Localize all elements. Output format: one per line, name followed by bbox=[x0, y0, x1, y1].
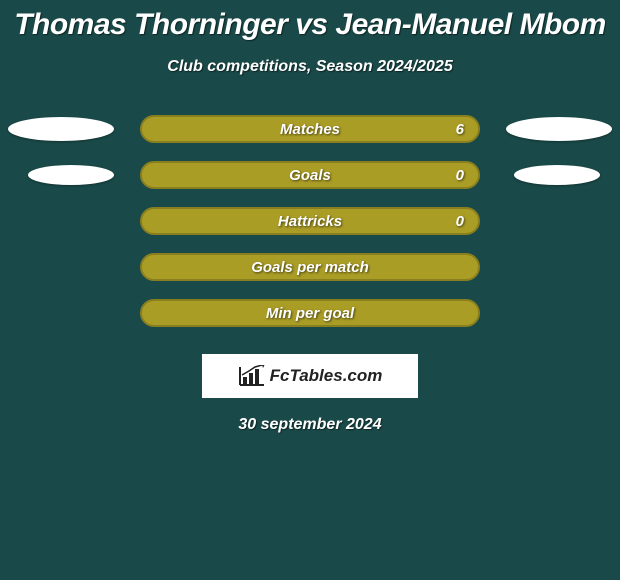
stat-row: Matches 6 bbox=[0, 106, 620, 152]
comparison-card: Thomas Thorninger vs Jean-Manuel Mbom Cl… bbox=[0, 0, 620, 580]
stat-value: 0 bbox=[456, 213, 464, 230]
player-left-ellipse bbox=[8, 117, 114, 141]
stat-row: Min per goal bbox=[0, 290, 620, 336]
stat-bar: Matches 6 bbox=[140, 115, 480, 143]
stat-label: Goals bbox=[289, 167, 331, 184]
stat-row: Hattricks 0 bbox=[0, 198, 620, 244]
stats-bars: Matches 6 Goals 0 Hattricks 0 Goals per match M… bbox=[0, 106, 620, 336]
stat-value: 6 bbox=[456, 121, 464, 138]
player-left-ellipse bbox=[28, 165, 114, 185]
stat-bar: Goals 0 bbox=[140, 161, 480, 189]
logo-box: FcTables.com bbox=[202, 354, 418, 398]
stat-row: Goals per match bbox=[0, 244, 620, 290]
fctables-chart-icon bbox=[238, 365, 266, 387]
stat-label: Min per goal bbox=[266, 305, 354, 322]
date-text: 30 september 2024 bbox=[0, 416, 620, 434]
subtitle: Club competitions, Season 2024/2025 bbox=[0, 58, 620, 76]
stat-bar: Goals per match bbox=[140, 253, 480, 281]
player-right-ellipse bbox=[514, 165, 600, 185]
stat-bar: Hattricks 0 bbox=[140, 207, 480, 235]
page-title: Thomas Thorninger vs Jean-Manuel Mbom bbox=[0, 0, 620, 42]
player-right-ellipse bbox=[506, 117, 612, 141]
stat-label: Hattricks bbox=[278, 213, 342, 230]
stat-label: Goals per match bbox=[251, 259, 369, 276]
stat-bar: Min per goal bbox=[140, 299, 480, 327]
stat-row: Goals 0 bbox=[0, 152, 620, 198]
stat-label: Matches bbox=[280, 121, 340, 138]
logo-text: FcTables.com bbox=[270, 366, 383, 386]
stat-value: 0 bbox=[456, 167, 464, 184]
